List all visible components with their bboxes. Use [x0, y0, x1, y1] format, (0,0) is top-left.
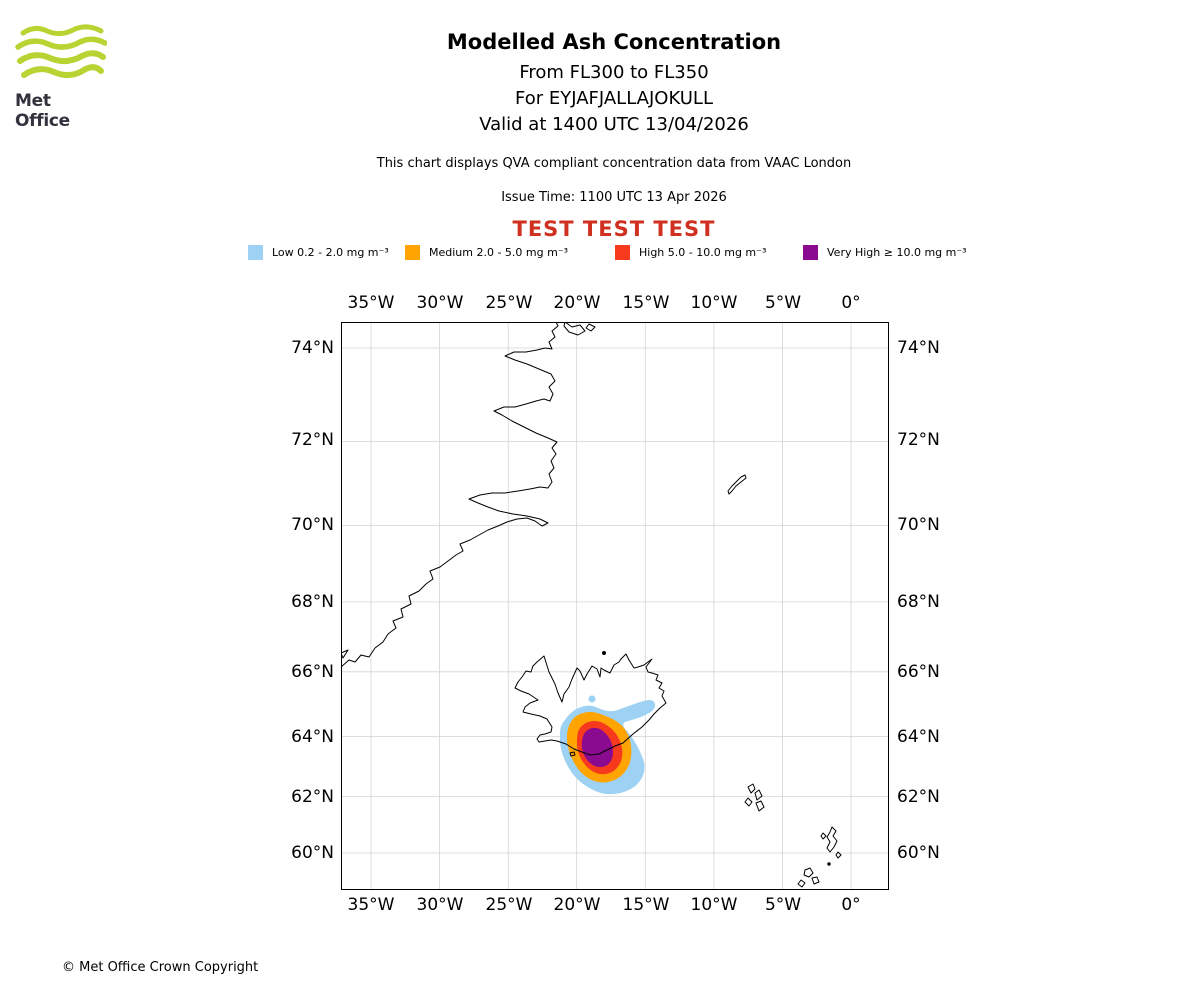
lon-tick-top-10w: 10°W [690, 293, 738, 313]
orkney-islands [797, 867, 820, 888]
lon-tick-top-35w: 35°W [347, 293, 395, 313]
lat-tick-left-68n: 68°N [291, 592, 334, 612]
legend-swatch-very-high [803, 244, 818, 260]
lon-tick-top-15w: 15°W [622, 293, 670, 313]
legend-swatch-medium [405, 244, 420, 260]
lat-tick-left-70n: 70°N [291, 515, 334, 535]
copyright-notice: © Met Office Crown Copyright [62, 960, 259, 975]
vestmannaeyjar-island [569, 751, 576, 757]
legend-item-high: High 5.0 - 10.0 mg m⁻³ [615, 244, 766, 260]
valid-time: Valid at 1400 UTC 13/04/2026 [479, 114, 749, 135]
logo-wave-1 [20, 24, 104, 37]
lon-tick-bottom-5w: 5°W [764, 895, 802, 915]
lat-tick-right-66n: 66°N [897, 662, 940, 682]
met-office-logo-text: Met Office [15, 91, 70, 131]
legend-swatch-low [248, 244, 263, 260]
map-canvas [340, 321, 889, 890]
volcano-name: For EYJAFJALLAJOKULL [515, 88, 713, 109]
chart-description: This chart displays QVA compliant concen… [376, 156, 852, 171]
lat-tick-right-74n: 74°N [897, 338, 940, 358]
lon-tick-bottom-25w: 25°W [485, 895, 533, 915]
greenland-coastline [340, 321, 559, 668]
greenland-top-island-1 [563, 321, 586, 336]
ash-contour-very-high [581, 727, 613, 768]
legend-label-low: Low 0.2 - 2.0 mg m⁻³ [272, 245, 389, 259]
test-banner: TEST TEST TEST [512, 217, 716, 241]
lat-tick-left-60n: 60°N [291, 843, 334, 863]
flight-level-range: From FL300 to FL350 [519, 62, 709, 83]
iceland-coastline [514, 653, 667, 756]
lon-tick-top-0: 0° [841, 293, 861, 313]
lat-tick-left-62n: 62°N [291, 787, 334, 807]
logo-wave-2 [15, 36, 108, 50]
lon-tick-top-20w: 20°W [553, 293, 601, 313]
fair-isle [827, 862, 831, 866]
chart-header: Modelled Ash Concentration From FL300 to… [14, 30, 1200, 241]
lat-tick-left-66n: 66°N [291, 662, 334, 682]
lon-tick-bottom-10w: 10°W [690, 895, 738, 915]
lat-tick-right-64n: 64°N [897, 727, 940, 747]
lon-tick-bottom-15w: 15°W [622, 895, 670, 915]
met-office-logo: Met Office [15, 24, 111, 131]
lat-tick-left-74n: 74°N [291, 338, 334, 358]
legend-item-medium: Medium 2.0 - 5.0 mg m⁻³ [405, 244, 568, 260]
lat-tick-right-72n: 72°N [897, 430, 940, 450]
greenland-coastal-islet [340, 649, 349, 659]
lon-tick-top-5w: 5°W [764, 293, 802, 313]
greenland-top-island-2 [585, 323, 596, 332]
lon-tick-bottom-30w: 30°W [416, 895, 464, 915]
ash-contour-low-patch [588, 695, 596, 703]
lon-tick-top-25w: 25°W [485, 293, 533, 313]
map-panel [340, 321, 889, 890]
shetland-islands [820, 826, 842, 859]
lat-tick-right-68n: 68°N [897, 592, 940, 612]
map-border [341, 322, 889, 890]
graticule [341, 322, 889, 890]
lon-tick-bottom-0: 0° [841, 895, 861, 915]
lat-tick-right-62n: 62°N [897, 787, 940, 807]
grimsey-island [602, 651, 606, 655]
lat-tick-left-64n: 64°N [291, 727, 334, 747]
met-office-logo-waves [15, 24, 108, 78]
lat-tick-right-70n: 70°N [897, 515, 940, 535]
legend-swatch-high [615, 244, 630, 260]
faroe-islands [744, 783, 765, 812]
legend-item-very-high: Very High ≥ 10.0 mg m⁻³ [803, 244, 967, 260]
lon-tick-bottom-20w: 20°W [553, 895, 601, 915]
legend-item-low: Low 0.2 - 2.0 mg m⁻³ [248, 244, 389, 260]
legend-label-high: High 5.0 - 10.0 mg m⁻³ [639, 245, 767, 259]
issue-time: Issue Time: 1100 UTC 13 Apr 2026 [501, 190, 727, 205]
lat-tick-left-72n: 72°N [291, 430, 334, 450]
legend-label-medium: Medium 2.0 - 5.0 mg m⁻³ [429, 245, 569, 259]
chart-title: Modelled Ash Concentration [446, 30, 782, 54]
logo-wave-3 [17, 50, 106, 64]
lon-tick-top-30w: 30°W [416, 293, 464, 313]
lon-tick-bottom-35w: 35°W [347, 895, 395, 915]
legend-label-very-high: Very High ≥ 10.0 mg m⁻³ [827, 245, 967, 259]
lat-tick-right-60n: 60°N [897, 843, 940, 863]
jan-mayen-island [727, 474, 747, 495]
logo-wave-4 [21, 64, 104, 78]
